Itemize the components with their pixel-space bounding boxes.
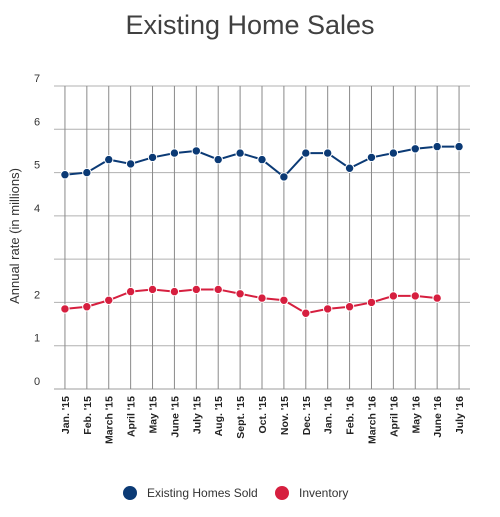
data-point bbox=[147, 152, 158, 163]
data-point bbox=[454, 141, 464, 152]
x-axis-ticks: Jan. '15 Feb. '15 March '15 April '15 May '1… bbox=[60, 396, 466, 444]
data-point bbox=[235, 148, 245, 158]
data-point bbox=[82, 302, 92, 312]
legend-item: Inventory bbox=[275, 486, 348, 500]
legend-item: Existing Homes Sold bbox=[123, 486, 258, 500]
data-point bbox=[301, 308, 311, 318]
data-point bbox=[344, 302, 355, 312]
y-tick-label: 7 bbox=[34, 73, 40, 85]
x-tick-label: Dec. '15 bbox=[301, 396, 313, 435]
x-tick-label: June '16 bbox=[432, 396, 444, 438]
legend-label: Existing Homes Sold bbox=[147, 486, 258, 500]
legend-swatch bbox=[123, 486, 137, 500]
series-0 bbox=[60, 141, 464, 182]
data-point bbox=[366, 152, 377, 163]
x-tick-label: May '16 bbox=[410, 396, 422, 434]
x-tick-label: Oct. '15 bbox=[257, 396, 269, 434]
y-tick-label: 4 bbox=[34, 203, 40, 215]
data-point bbox=[104, 295, 114, 305]
y-tick-label: 6 bbox=[34, 116, 40, 128]
data-point bbox=[125, 159, 136, 169]
x-tick-label: March '15 bbox=[104, 396, 116, 444]
x-tick-label: July '15 bbox=[191, 396, 203, 434]
y-tick-label: 1 bbox=[34, 333, 40, 345]
data-point bbox=[191, 284, 202, 295]
x-tick-label: May '15 bbox=[148, 396, 160, 434]
data-point bbox=[410, 291, 420, 301]
x-tick-label: Jan. '16 bbox=[323, 396, 335, 434]
x-tick-label: Feb. '15 bbox=[82, 396, 94, 435]
y-tick-label: 0 bbox=[34, 376, 40, 388]
data-point bbox=[147, 284, 158, 295]
series-line bbox=[64, 288, 438, 315]
series bbox=[60, 141, 464, 318]
legend-label: Inventory bbox=[299, 486, 348, 500]
y-tick-label: 2 bbox=[34, 289, 40, 301]
x-tick-label: April '16 bbox=[388, 396, 400, 437]
y-axis-title: Annual rate (in millions) bbox=[7, 168, 22, 304]
data-point bbox=[279, 295, 289, 305]
data-point bbox=[388, 148, 399, 158]
x-tick-label: April '15 bbox=[126, 396, 138, 437]
data-point bbox=[432, 293, 442, 303]
grid bbox=[54, 85, 470, 390]
data-point bbox=[213, 154, 223, 165]
data-point bbox=[60, 304, 70, 314]
data-point bbox=[169, 286, 180, 297]
data-point bbox=[82, 167, 92, 178]
x-tick-label: Feb. '16 bbox=[345, 396, 357, 435]
data-point bbox=[257, 293, 267, 303]
x-tick-label: July '16 bbox=[454, 396, 466, 434]
x-tick-label: March '16 bbox=[366, 396, 378, 444]
data-point bbox=[410, 144, 420, 154]
data-point bbox=[169, 148, 180, 158]
data-point bbox=[432, 141, 442, 152]
data-point bbox=[301, 148, 311, 158]
x-tick-label: Aug. '15 bbox=[213, 396, 225, 437]
data-point bbox=[344, 163, 355, 173]
data-point bbox=[125, 286, 136, 297]
legend: Existing Homes Sold Inventory bbox=[123, 486, 348, 500]
data-point bbox=[322, 304, 333, 314]
data-point bbox=[191, 146, 202, 156]
data-point bbox=[257, 154, 267, 165]
data-point bbox=[388, 291, 399, 301]
y-tick-label: 5 bbox=[34, 160, 40, 172]
data-point bbox=[213, 284, 223, 295]
x-tick-label: Jan. '15 bbox=[60, 396, 72, 434]
legend-swatch bbox=[275, 486, 289, 500]
x-tick-label: Nov. '15 bbox=[279, 396, 291, 435]
data-point bbox=[322, 148, 333, 158]
data-point bbox=[235, 289, 245, 299]
x-tick-label: Sept. '15 bbox=[235, 396, 247, 439]
data-point bbox=[104, 154, 114, 165]
chart-title: Existing Home Sales bbox=[125, 10, 375, 40]
data-point bbox=[366, 297, 377, 308]
series-1 bbox=[60, 284, 442, 318]
y-axis-ticks: 0 1 2 4 5 6 7 bbox=[34, 73, 40, 388]
data-point bbox=[279, 172, 289, 182]
x-tick-label: June '15 bbox=[169, 396, 181, 438]
data-point bbox=[60, 170, 70, 180]
